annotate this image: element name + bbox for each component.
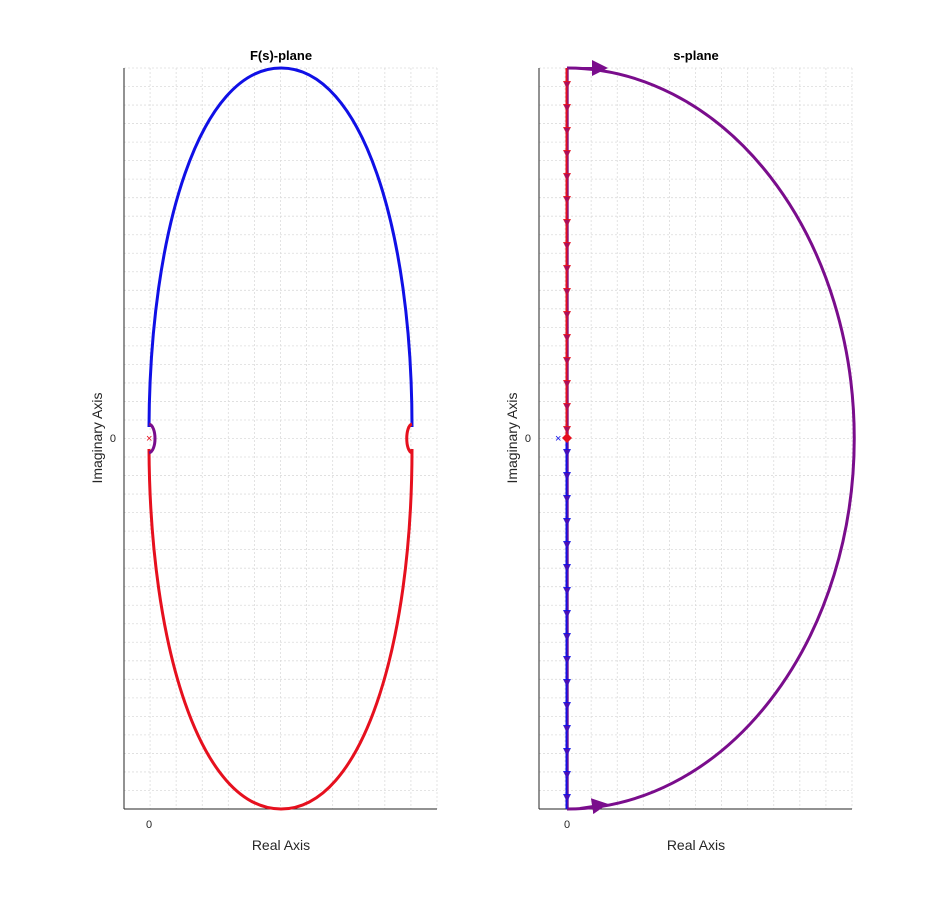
fs-plane-xtick-0: 0: [146, 819, 152, 831]
s-plane-xlabel: Real Axis: [667, 837, 725, 853]
s-plane-xtick-0: 0: [564, 819, 570, 831]
fs-plane-grid: [124, 68, 437, 809]
s-plane-zero-marker: [562, 433, 572, 443]
fs-plane-title: F(s)-plane: [250, 48, 312, 63]
fs-plane-ylabel: Imaginary Axis: [89, 392, 105, 483]
s-plane-title: s-plane: [673, 48, 719, 63]
s-plane-ylabel: Imaginary Axis: [504, 392, 520, 483]
fs-plane-panel: F(s)-plane Real Axis Imaginary Axis 0 0 …: [89, 48, 437, 853]
s-plane-grid: [539, 68, 852, 809]
fs-plane-ytick-0: 0: [110, 433, 116, 445]
fs-plane-pole-marker: ×: [146, 433, 152, 445]
fs-plane-xlabel: Real Axis: [252, 837, 310, 853]
s-plane-ytick-0: 0: [525, 433, 531, 445]
s-plane-pole-marker: ×: [555, 433, 561, 445]
s-plane-panel: s-plane Real Axis Imaginary Axis 0 0 ×: [504, 48, 854, 853]
